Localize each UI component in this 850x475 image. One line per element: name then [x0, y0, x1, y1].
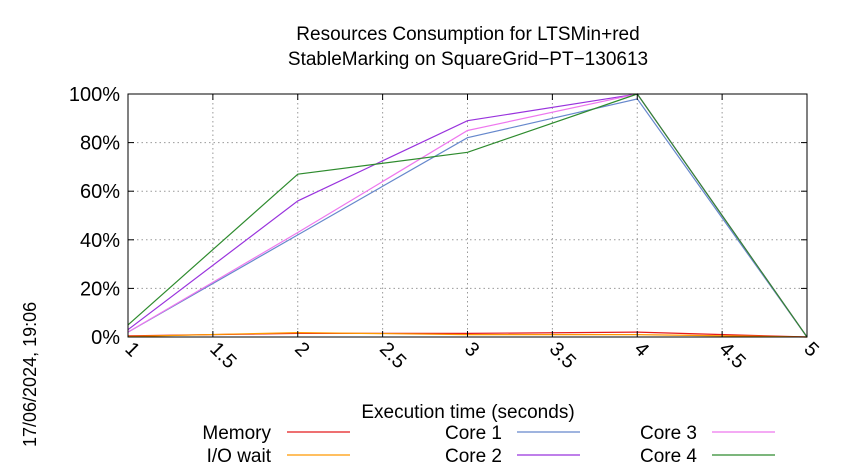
- legend-label-i-o-wait: I/O wait: [207, 446, 272, 467]
- timestamp: 17/06/2024, 19:06: [20, 302, 40, 447]
- series-line-core-4: [127, 93, 808, 338]
- x-tick-label: 1.5: [205, 338, 240, 373]
- y-tick-label: 40%: [80, 230, 120, 252]
- x-tick-label: 4: [630, 338, 653, 361]
- chart-title-line-2: StableMarking on SquareGrid−PT−130613: [288, 49, 648, 70]
- x-tick-label: 4.5: [715, 338, 750, 373]
- legend-label-core-1: Core 1: [445, 423, 502, 444]
- chart-title-line-1: Resources Consumption for LTSMin+red: [296, 24, 639, 45]
- grid: [128, 94, 807, 337]
- series-line-core-1: [127, 98, 808, 338]
- legend-label-core-3: Core 3: [640, 423, 697, 444]
- x-tick-label: 3: [460, 338, 483, 361]
- axis-ticks: 0% 20% 40% 60% 80% 100% 1 1.5 2 2.5 3 3.5 4 4.5 5: [69, 84, 823, 373]
- y-tick-label: 60%: [80, 181, 120, 203]
- x-tick-label: 5: [799, 338, 822, 361]
- x-axis-label: Execution time (seconds): [361, 402, 574, 423]
- legend-label-core-2: Core 2: [445, 446, 502, 467]
- x-tick-label: 3.5: [545, 338, 580, 373]
- y-tick-label: 100%: [69, 84, 120, 106]
- y-tick-label: 80%: [80, 133, 120, 155]
- y-tick-label: 20%: [80, 278, 120, 300]
- x-tick-label: 2: [290, 338, 313, 361]
- y-tick-label: 0%: [91, 327, 120, 349]
- x-tick-label: 2.5: [375, 338, 410, 373]
- legend-label-core-4: Core 4: [640, 446, 697, 467]
- legend-label-memory: Memory: [202, 423, 271, 444]
- x-tick-label: 1: [120, 338, 143, 361]
